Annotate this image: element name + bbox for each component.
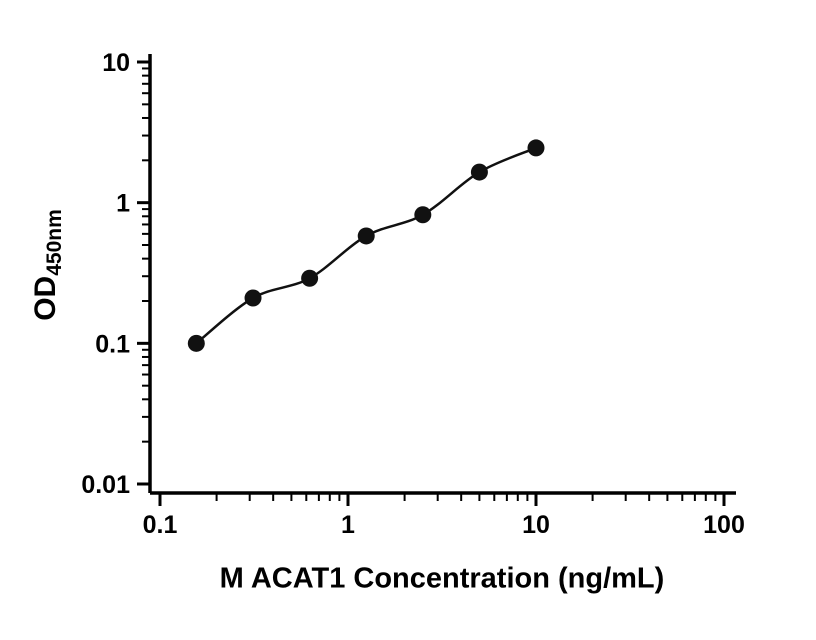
y-axis-title-subscript: 450nm	[43, 209, 66, 276]
x-axis-title: M ACAT1 Concentration (ng/mL)	[219, 562, 665, 595]
y-tick-label: 1	[116, 190, 130, 218]
x-tick-label: 10	[522, 511, 550, 539]
x-tick-label: 1	[341, 511, 355, 539]
data-point	[357, 227, 375, 245]
y-tick-label: 10	[102, 49, 130, 77]
data-point	[187, 334, 205, 352]
data-point	[244, 289, 262, 307]
data-point	[301, 269, 319, 287]
y-tick-label: 0.01	[81, 471, 130, 499]
data-point	[527, 139, 545, 157]
data-point	[470, 163, 488, 181]
y-axis-title: OD450nm	[29, 209, 66, 321]
y-axis-title-main: OD	[29, 275, 62, 321]
y-tick-label: 0.1	[95, 330, 130, 358]
x-tick-label: 0.1	[143, 511, 178, 539]
data-point	[414, 206, 432, 224]
x-tick-label: 100	[703, 511, 745, 539]
